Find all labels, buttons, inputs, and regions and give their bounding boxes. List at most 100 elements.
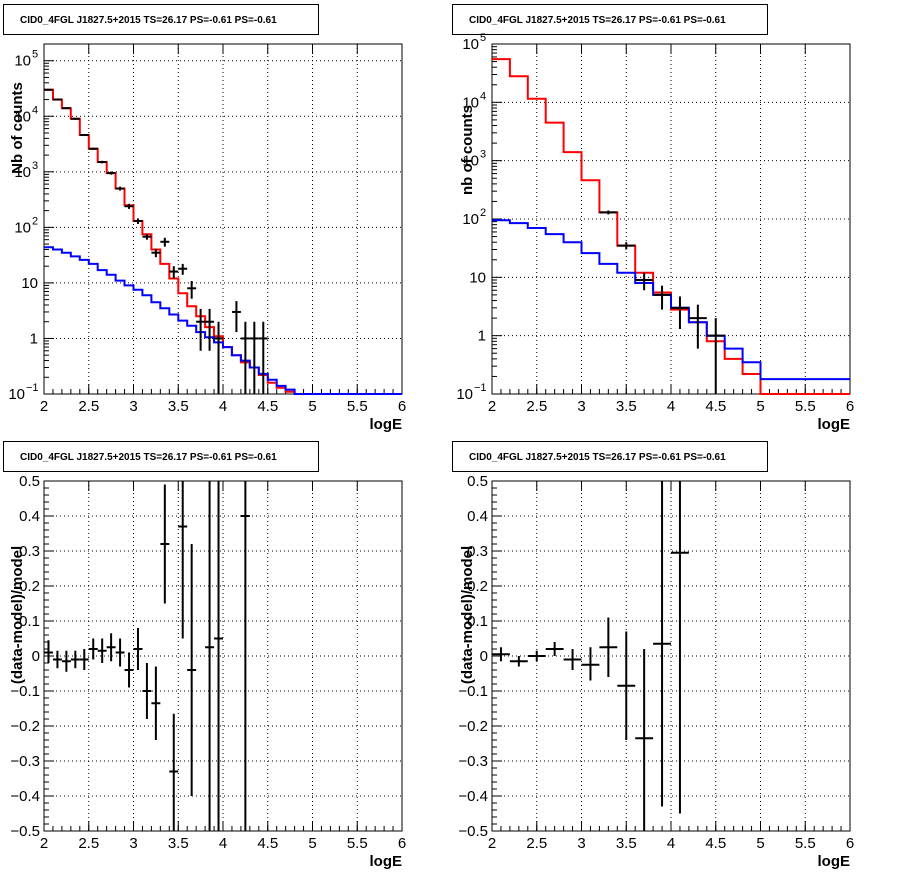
y-tick-label: −0.3 [458,753,488,770]
x-axis-title: logE [818,416,851,433]
y-tick-label: −0.4 [10,788,40,805]
y-axis-title: nb of counts [459,105,476,195]
data-point [88,638,98,660]
y-tick-label: 0 [32,648,40,665]
y-tick-label: 0 [480,648,488,665]
y-tick-label: 1 [30,330,38,347]
data-point [124,203,134,209]
data-point [205,308,215,351]
data-point [106,633,116,662]
x-tick-label: 6 [846,398,854,415]
x-tick-label: 2.5 [78,398,99,415]
data-point [79,133,89,137]
x-tick-label: 4.5 [705,835,726,852]
data-point [240,481,250,831]
data-point [214,481,223,831]
y-tick-label: 10 [469,269,486,286]
x-tick-label: 4 [219,398,227,415]
data-point [178,263,188,275]
data-point [169,713,179,831]
x-tick-label: 5.5 [347,835,368,852]
data-point [187,544,197,796]
data-point [240,321,250,394]
data-point [617,242,636,250]
data-point [581,647,600,681]
y-tick-exponent: 4 [32,104,38,116]
x-tick-label: 5.5 [795,398,816,415]
data-point [160,237,170,247]
chart-title: CID0_4FGL J1827.5+2015 TS=26.17 PS=-0.61… [469,452,726,463]
y-tick-label: 10 [462,36,479,53]
y-tick-label: −0.5 [10,823,40,840]
y-tick-label: 0.1 [19,613,40,630]
x-tick-label: 6 [846,835,854,852]
y-tick-exponent: 5 [480,32,486,44]
data-point [97,160,107,164]
x-tick-label: 3 [577,398,585,415]
x-tick-label: 2.5 [78,835,99,852]
data-point [61,107,71,110]
y-tick-label: 0.2 [467,578,488,595]
x-tick-label: 2.5 [526,398,547,415]
x-tick-label: 2 [488,398,496,415]
y-tick-label: 10 [462,94,479,111]
data-point [52,98,62,101]
data-point [599,617,618,677]
y-tick-label: 10 [462,211,479,228]
data-point [671,296,689,330]
x-tick-label: 3 [577,835,585,852]
data-point [178,481,188,639]
data-point [106,171,116,175]
y-tick-label: 0.5 [467,473,488,490]
y-tick-label: −0.1 [458,683,488,700]
data-point [527,650,546,662]
title-box [3,4,319,35]
chart-panel-top-left: CID0_4FGL J1827.5+2015 TS=26.17 PS=-0.61… [3,4,406,433]
y-tick-label: 0.3 [467,543,488,560]
data-point [70,650,80,669]
data-point [509,656,528,667]
data-point [160,484,170,604]
data-point [563,649,582,670]
y-tick-exponent: 3 [480,149,486,161]
x-tick-label: 2 [40,835,48,852]
title-box [452,4,768,35]
y-tick-label: 1 [478,328,486,345]
y-tick-exponent: 2 [32,215,38,227]
x-tick-label: 6 [398,835,406,852]
y-tick-exponent: 4 [480,90,486,102]
y-tick-label: 10 [14,53,31,70]
y-tick-label: 10 [14,108,31,125]
y-tick-label: −0.1 [10,683,40,700]
y-tick-exponent: 3 [32,160,38,172]
y-tick-label: 0.1 [467,613,488,630]
data-point [249,321,259,394]
data-point [79,649,89,670]
histogram-background [44,246,402,395]
y-tick-label: −0.2 [10,718,40,735]
chart-panel-bottom-right: CID0_4FGL J1827.5+2015 TS=26.17 PS=-0.61… [452,441,854,870]
data-point [151,248,161,258]
title-box [3,441,319,472]
data-point [599,210,618,215]
x-tick-label: 5.5 [795,835,816,852]
data-point [97,638,107,663]
y-tick-label: −0.5 [458,823,488,840]
y-tick-label: 0.5 [19,473,40,490]
data-point [115,186,125,191]
data-point [44,640,53,663]
chart-panel-top-right: CID0_4FGL J1827.5+2015 TS=26.17 PS=-0.61… [452,4,854,433]
data-point [151,666,161,740]
x-tick-label: 4 [667,835,675,852]
data-point [124,652,134,688]
data-point [133,628,143,670]
y-tick-label: 0.2 [19,578,40,595]
data-point [133,218,143,224]
x-tick-label: 3.5 [168,398,189,415]
data-point [187,281,197,299]
x-tick-label: 5 [308,835,316,852]
data-point [44,88,53,91]
data-point [115,638,125,667]
x-tick-label: 6 [398,398,406,415]
